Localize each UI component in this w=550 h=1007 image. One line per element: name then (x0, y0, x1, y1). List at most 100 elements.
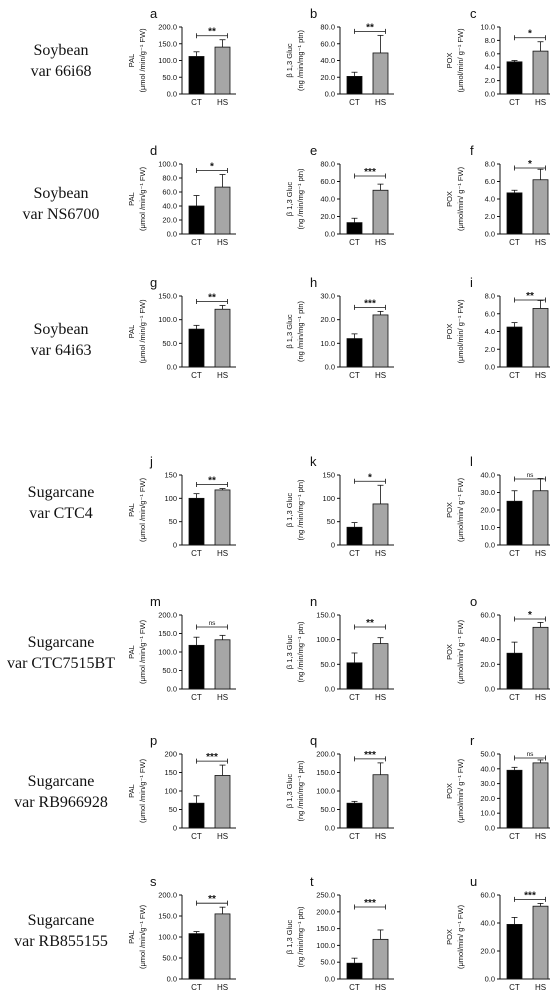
x-tick-label: HS (375, 371, 386, 380)
bar-hs (214, 46, 231, 95)
y-tick-label: 40.0 (480, 764, 495, 773)
panel-u: u POX (μmol/min/ g⁻¹ FW) 0.0 20.0 40.0 60.0 CT H… (445, 874, 550, 992)
x-tick-label: HS (535, 832, 546, 841)
y-tick-label: 150 (164, 471, 177, 480)
y-axis-unit: (μmol /min/g⁻¹ FW) (138, 758, 147, 823)
y-axis-title: PAL (127, 54, 136, 68)
bar-hs (214, 913, 231, 980)
bar-hs (532, 762, 549, 829)
row-label-7: Sugarcane var RB855155 (0, 910, 122, 952)
y-axis-label: POX (μmol/min/ g⁻¹ FW) (445, 28, 465, 93)
row-label-line2: var CTC4 (29, 505, 93, 522)
y-tick-label: 100.0 (316, 941, 335, 950)
y-axis-title: β 1,3 Gluc (285, 635, 294, 670)
y-axis-title: PAL (127, 192, 136, 206)
bar-ct (506, 924, 523, 980)
y-axis-title: POX (445, 53, 454, 69)
y-tick-label: 100.0 (158, 315, 177, 324)
x-tick-label: CT (509, 983, 520, 992)
y-tick-label: 100.0 (316, 787, 335, 796)
bar-hs (372, 774, 389, 829)
y-tick-label: 200.0 (316, 750, 335, 759)
significance-label: * (210, 162, 214, 173)
y-axis-unit: (μmol /min/g⁻¹ FW) (138, 166, 147, 231)
y-tick-label: 0.0 (485, 824, 495, 833)
y-tick-label: 20.0 (320, 73, 335, 82)
x-tick-label: HS (535, 983, 546, 992)
row-label-line1: Soybean (33, 185, 89, 202)
y-tick-label: 2.0 (485, 345, 495, 354)
y-tick-label: 80.0 (162, 174, 177, 183)
y-tick-label: 100.0 (316, 635, 335, 644)
bar-ct (188, 328, 205, 368)
x-tick-label: CT (349, 371, 360, 380)
x-tick-label: CT (191, 983, 202, 992)
significance-label: * (528, 610, 532, 621)
bar-ct (188, 933, 205, 980)
panel-letter: t (310, 874, 314, 889)
y-axis-unit: (μmol/min/ g⁻¹ FW) (456, 477, 465, 542)
panel-letter: o (470, 594, 477, 609)
y-axis-label: POX (μmol/min/ g⁻¹ FW) (445, 477, 465, 542)
x-tick-label: HS (535, 98, 546, 107)
bar-ct (506, 192, 523, 235)
panel-letter: g (150, 275, 157, 290)
bar-ct (188, 497, 205, 546)
y-axis-title: PAL (127, 784, 136, 798)
panel-i: i POX (μmol/min/ g⁻¹ FW) 0.0 2.0 4.0 6.0 8.0 CT H… (445, 275, 550, 380)
bar-hs (532, 179, 549, 235)
significance-label: ns (527, 751, 535, 758)
panel-c: c POX (μmol/min/ g⁻¹ FW) 0.0 2.0 4.0 6.0 8.0 10.… (445, 6, 550, 107)
significance-label: ** (208, 27, 216, 38)
y-axis-unit: (ng /min/mg⁻¹ ptn) (296, 29, 305, 91)
y-tick-label: 150 (322, 471, 335, 480)
x-tick-label: HS (375, 832, 386, 841)
y-axis-label: POX (μmol/min/ g⁻¹ FW) (445, 619, 465, 684)
panel-letter: m (150, 594, 161, 609)
panel-letter: s (150, 874, 157, 889)
panel-e: e β 1,3 Gluc (ng /min/mg⁻¹ ptn) 0.0 20.0 40.0… (285, 143, 394, 247)
significance-label: *** (206, 752, 218, 763)
bar-hs (532, 905, 549, 980)
bar-ct (346, 662, 363, 690)
row-label-line1: Soybean (33, 321, 89, 338)
y-axis-unit: (μmol/min/ g⁻¹ FW) (456, 904, 465, 969)
row-label-6: Sugarcane var RB966928 (0, 771, 122, 813)
significance-label: * (368, 472, 372, 483)
y-tick-label: 60.0 (480, 611, 495, 620)
y-tick-label: 50.0 (320, 958, 335, 967)
y-axis-label: β 1,3 Gluc (ng /min/mg⁻¹ ptn) (285, 300, 305, 362)
bar-ct (506, 326, 523, 368)
y-axis-title: β 1,3 Gluc (285, 43, 294, 78)
y-axis-unit: (μmol/min/ g⁻¹ FW) (456, 28, 465, 93)
y-tick-label: 50.0 (162, 73, 177, 82)
x-tick-label: CT (509, 693, 520, 702)
significance-label: * (528, 159, 532, 170)
significance-label: *** (364, 898, 376, 909)
bar-hs (214, 308, 231, 368)
row-label-line2: var 64i63 (30, 342, 92, 359)
significance-label: *** (364, 750, 376, 761)
y-tick-label: 20.0 (320, 212, 335, 221)
y-axis-title: PAL (127, 325, 136, 339)
bar-hs (214, 489, 231, 546)
y-axis-title: POX (445, 191, 454, 207)
x-tick-label: HS (375, 549, 386, 558)
y-axis-title: β 1,3 Gluc (285, 920, 294, 955)
y-tick-label: 0 (173, 541, 177, 550)
row-label-line2: var NS6700 (22, 206, 100, 223)
y-tick-label: 60.0 (162, 188, 177, 197)
y-tick-label: 0.0 (485, 685, 495, 694)
y-tick-label: 0.0 (485, 363, 495, 372)
y-tick-label: 30.0 (480, 779, 495, 788)
y-axis-title: PAL (127, 503, 136, 517)
bar-ct (506, 769, 523, 829)
x-tick-label: HS (535, 371, 546, 380)
y-axis-unit: (ng /min/mg⁻¹ ptn) (296, 760, 305, 822)
significance-label: *** (364, 167, 376, 178)
row-label-line2: var 66i68 (30, 63, 92, 80)
panel-letter: u (470, 874, 477, 889)
